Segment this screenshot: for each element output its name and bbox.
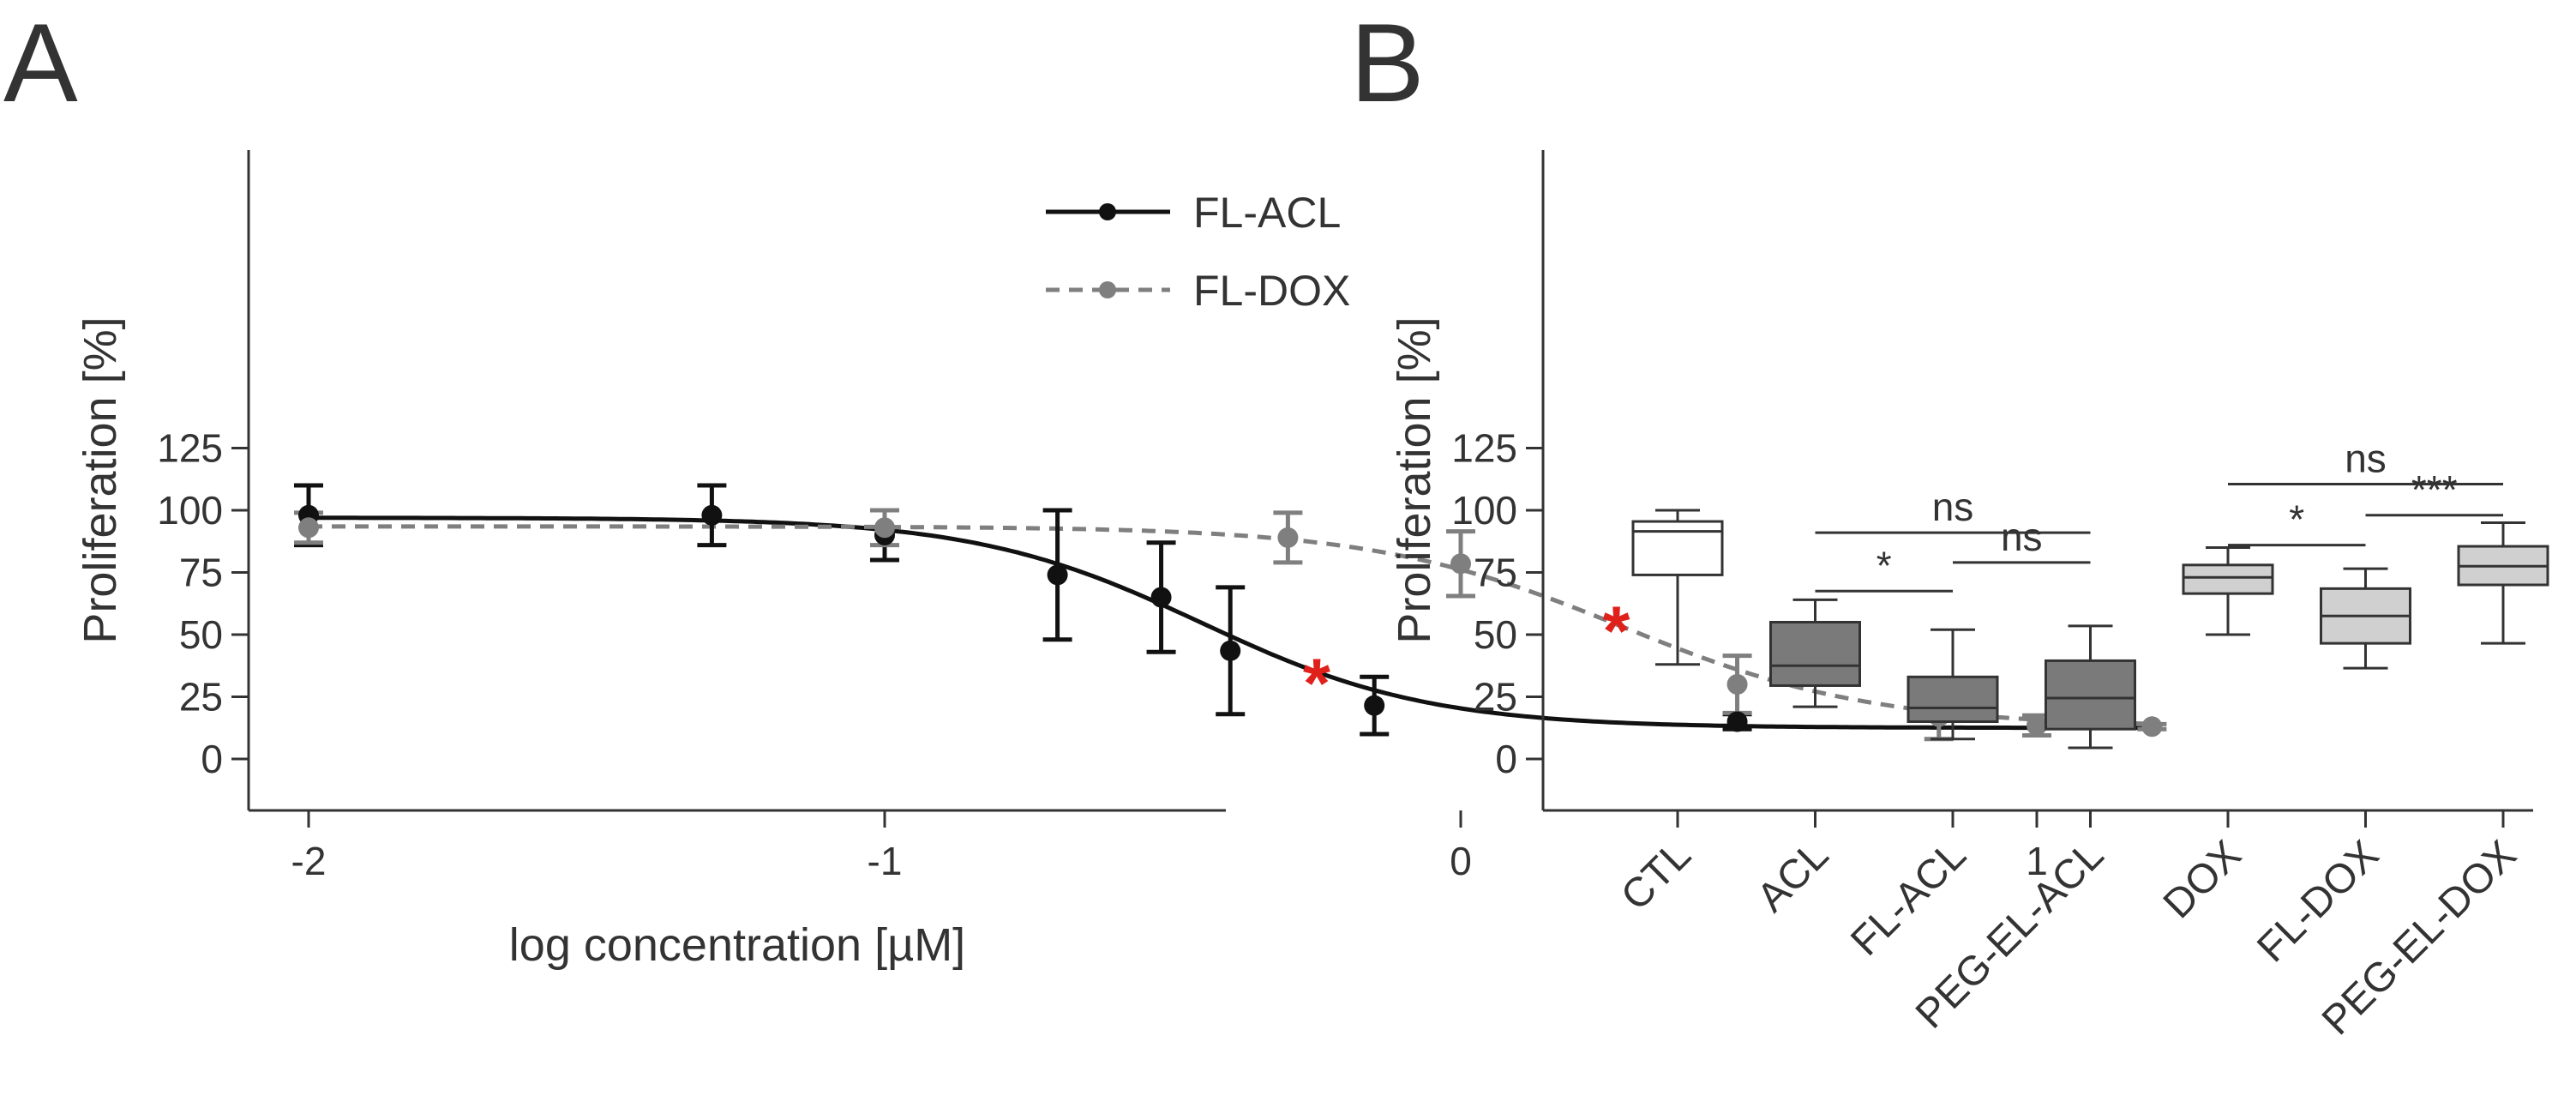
a-x-tick-label: -2 [291,839,327,883]
box-iqr [1769,621,1861,687]
b-category-label: DOX [2155,832,2250,927]
a-y-tick-label: 100 [157,488,223,533]
b-category-label: FL-ACL [1842,832,1974,964]
boxplot-peg-el-dox [2457,521,2549,645]
significance-label: * [2289,497,2304,542]
b-category-label: ACL [1749,832,1838,921]
boxplot-acl [1769,598,1861,708]
b-y-tick-label: 125 [1451,426,1517,471]
box-iqr [1906,675,1999,723]
data-point-fl-acl [1047,564,1068,586]
significance-label: * [1876,543,1892,587]
fit-curve-fl-dox [309,524,2153,726]
a-annotations: ** [1303,593,1630,723]
significance-asterisk: * [1303,645,1330,723]
a-y-tick-label: 125 [157,426,223,471]
panel-b-axes [1541,150,2533,812]
b-y-ticks: 0 25 50 75 100 125 [1451,426,1543,781]
b-y-tick-label: 100 [1451,488,1517,533]
legend-fl-acl-marker [1099,203,1116,220]
a-y-ticks: 0 25 50 75 100 125 [157,426,249,781]
boxplot-peg-el-acl [2045,624,2136,750]
significance-label: ns [1932,485,1974,529]
data-point-fl-acl [1150,587,1172,608]
a-error-bars [294,483,2167,742]
a-x-ticks: -2 -1 0 1 [291,810,2048,883]
significance-label: *** [2411,467,2458,512]
b-y-tick-label: 25 [1474,675,1517,720]
a-x-tick-label: 1 [2026,839,2048,883]
panel-a-axes [247,150,1226,812]
data-point-fl-acl [701,504,723,526]
legend-fl-dox-marker [1099,281,1116,298]
a-legend: FL-ACL FL-DOX [1046,189,1350,315]
a-x-tick-label: 0 [1450,839,1472,883]
data-point-fl-dox [2141,716,2163,738]
b-boxplots [1631,509,2549,750]
b-category-label: FL-DOX [2249,832,2387,971]
significance-bracket: *** [2365,467,2503,517]
legend-fl-acl-label: FL-ACL [1193,189,1341,237]
significance-bracket: * [2228,497,2366,547]
a-y-axis-title: Proliferation [%] [75,316,126,643]
significance-label: ns [2345,437,2387,481]
b-y-axis-title: Proliferation [%] [1389,316,1440,643]
legend-fl-dox: FL-DOX [1046,267,1350,315]
data-point-fl-dox [874,517,895,539]
a-y-tick-label: 0 [201,737,223,781]
boxplot-ctl [1631,509,1724,666]
b-y-tick-label: 0 [1495,737,1517,781]
a-x-tick-label: -1 [868,839,903,883]
b-y-tick-label: 75 [1474,551,1517,595]
boxplot-dox [2182,546,2274,636]
data-point-fl-dox [298,517,319,539]
a-x-axis-title: log concentration [µM] [509,919,965,971]
data-point-fl-dox [1450,553,1471,575]
box-iqr [2182,563,2274,595]
a-y-tick-label: 50 [179,612,223,657]
data-point-fl-acl [1364,695,1385,716]
data-point-fl-dox [1277,527,1299,548]
legend-fl-acl: FL-ACL [1046,189,1341,237]
b-category-label: CTL [1612,832,1700,919]
data-point-fl-acl [1220,640,1241,661]
panel-b-label: B [1350,0,1425,125]
panel-a-label: A [3,0,78,125]
significance-bracket: ns [2228,437,2503,486]
boxplot-fl-dox [2320,567,2411,670]
a-y-tick-label: 75 [179,551,223,595]
b-y-tick-label: 50 [1474,612,1517,657]
box-iqr [1631,520,1724,576]
significance-bracket: * [1815,543,1953,593]
box-iqr [2045,659,2136,731]
significance-label: ns [2001,515,2043,559]
data-point-fl-dox [1726,674,1748,695]
legend-fl-dox-label: FL-DOX [1193,267,1350,315]
significance-bracket: ns [1815,485,2091,534]
significance-asterisk: * [1602,593,1630,671]
a-y-tick-label: 25 [179,675,223,720]
data-point-fl-acl [1726,711,1748,732]
boxplot-fl-acl [1906,628,1999,741]
a-data-points [298,504,2163,738]
significance-bracket: ns [1953,515,2091,564]
data-point-fl-dox [2027,714,2047,736]
